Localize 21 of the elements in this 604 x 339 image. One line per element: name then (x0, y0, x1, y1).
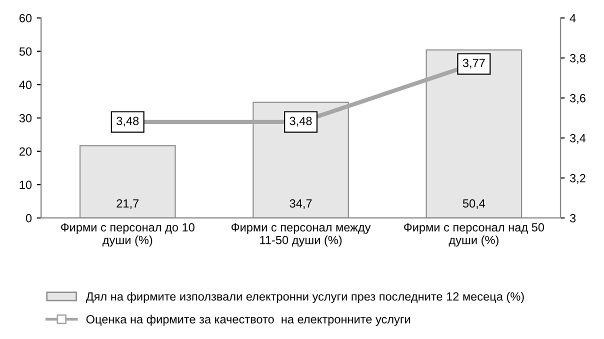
y-tick-label: 50 (19, 47, 32, 56)
y2-tick-label: 4 (570, 14, 576, 22)
y-tick-label: 20 (20, 147, 32, 156)
x-tick-label: Фирми с персонал до 10 души (%) (61, 223, 194, 247)
y-tick-label: 60 (20, 14, 32, 22)
data-label: 50,4 (462, 199, 486, 210)
y-tick-label: 10 (20, 180, 32, 190)
y-tick-label: 30 (19, 114, 32, 122)
y2-tick-label: 3,4 (570, 134, 586, 144)
x-tick-label: Фирми с персонал над 50 души (%) (404, 223, 544, 247)
y2-tick-label: 3,6 (570, 94, 586, 104)
legend-label: Оценка на фирмите за качеството на електронните услуги (86, 314, 410, 326)
x-tick-label: Фирми с персонал между 11-50 души (%) (232, 223, 371, 247)
y2-tick-label: 3 (570, 214, 576, 222)
y-tick-label: 0 (26, 214, 32, 222)
y-tick-label: 40 (19, 80, 32, 90)
y2-tick-label: 3,2 (570, 174, 586, 184)
legend-label: Дял на фирмите използвали електронни услуги през последните 12 месеца (%) (86, 292, 524, 303)
data-label: 21,7 (116, 199, 139, 210)
data-label: 34,7 (290, 199, 312, 210)
y2-tick-label: 3,8 (570, 54, 586, 64)
